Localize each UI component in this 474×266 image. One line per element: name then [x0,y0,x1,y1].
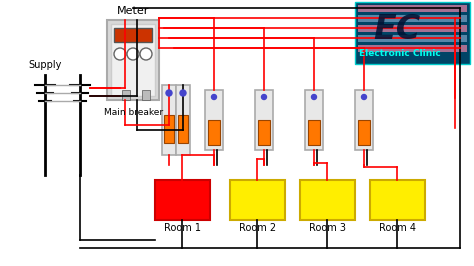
Bar [358,5,467,12]
Bar [358,35,467,42]
Bar [355,2,470,64]
Circle shape [180,90,186,96]
Bar [178,115,188,143]
Circle shape [262,94,266,99]
Bar [122,90,130,100]
Circle shape [114,48,126,60]
Bar [162,85,176,155]
Bar [370,180,425,220]
Bar [305,90,323,150]
Circle shape [140,48,152,60]
Bar [358,25,467,32]
Bar [107,20,159,100]
Bar [114,28,152,42]
Bar [300,180,355,220]
Bar [358,45,467,52]
Bar [355,90,373,150]
Bar [155,180,210,220]
Circle shape [211,94,217,99]
Bar [208,120,220,145]
Text: Room 1: Room 1 [164,223,201,233]
Text: Room 3: Room 3 [309,223,346,233]
Text: Room 2: Room 2 [239,223,276,233]
Bar [308,120,320,145]
Text: Main breaker: Main breaker [104,108,163,117]
Circle shape [127,48,139,60]
Text: Supply: Supply [28,60,61,70]
Bar [258,120,270,145]
Bar [255,90,273,150]
Text: Electronic Clinic: Electronic Clinic [359,49,441,58]
Bar [205,90,223,150]
Text: Meter: Meter [117,6,149,16]
Bar [164,115,174,143]
Bar [111,24,155,96]
Text: Room 4: Room 4 [379,223,416,233]
Circle shape [362,94,366,99]
Bar [358,15,467,22]
Bar [230,180,285,220]
Circle shape [311,94,317,99]
Bar [142,90,150,100]
Bar [358,120,370,145]
Bar [176,85,190,155]
Text: EC: EC [373,13,420,46]
Circle shape [166,90,172,96]
